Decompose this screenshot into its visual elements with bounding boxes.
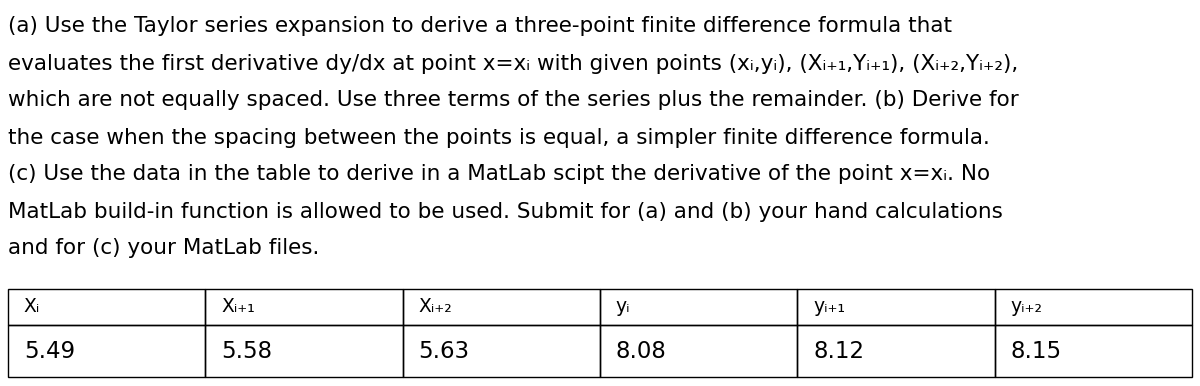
Text: MatLab build-in function is allowed to be used. Submit for (a) and (b) your hand: MatLab build-in function is allowed to b… (8, 201, 1003, 222)
Text: (a) Use the Taylor series expansion to derive a three-point finite difference fo: (a) Use the Taylor series expansion to d… (8, 17, 952, 37)
Bar (403, 289, 600, 325)
Text: 5.58: 5.58 (221, 340, 272, 362)
Text: 8.12: 8.12 (814, 340, 864, 362)
Bar (8, 289, 205, 325)
Bar (600, 325, 797, 377)
Text: evaluates the first derivative dy/dx at point x=xᵢ with given points (xᵢ,yᵢ), (X: evaluates the first derivative dy/dx at … (8, 54, 1019, 73)
Bar (8, 325, 205, 377)
Text: yᵢ: yᵢ (616, 298, 630, 317)
Text: yᵢ₊₂: yᵢ₊₂ (1010, 298, 1043, 317)
Text: Xᵢ₊₂: Xᵢ₊₂ (419, 298, 452, 317)
Bar (403, 325, 600, 377)
Bar (600, 289, 797, 325)
Bar (797, 289, 995, 325)
Bar (205, 289, 403, 325)
Text: yᵢ₊₁: yᵢ₊₁ (814, 298, 845, 317)
Text: (c) Use the data in the table to derive in a MatLab scipt the derivative of the : (c) Use the data in the table to derive … (8, 164, 990, 185)
Text: 5.49: 5.49 (24, 340, 74, 362)
Text: 5.63: 5.63 (419, 340, 469, 362)
Bar (205, 325, 403, 377)
Text: Xᵢ₊₁: Xᵢ₊₁ (221, 298, 254, 317)
Text: and for (c) your MatLab files.: and for (c) your MatLab files. (8, 239, 319, 259)
Text: 8.15: 8.15 (1010, 340, 1062, 362)
Bar (797, 325, 995, 377)
Text: the case when the spacing between the points is equal, a simpler finite differen: the case when the spacing between the po… (8, 127, 990, 147)
Text: 8.08: 8.08 (616, 340, 667, 362)
Text: Xᵢ: Xᵢ (24, 298, 40, 317)
Bar (995, 289, 1192, 325)
Text: which are not equally spaced. Use three terms of the series plus the remainder. : which are not equally spaced. Use three … (8, 90, 1019, 110)
Bar (995, 325, 1192, 377)
